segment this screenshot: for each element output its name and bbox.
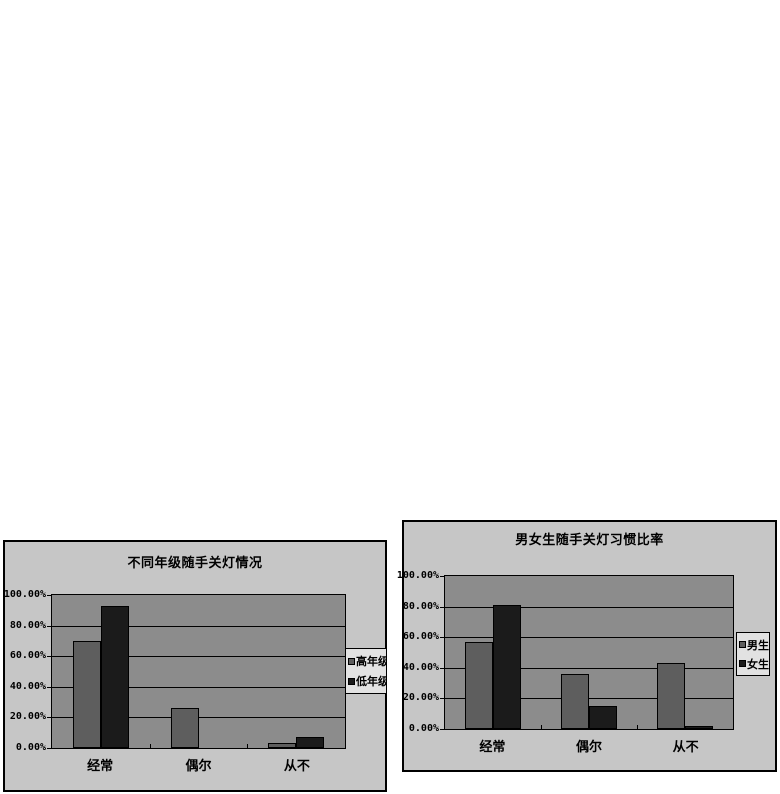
gridline-80 xyxy=(445,607,733,608)
category-label: 偶尔 xyxy=(185,759,212,774)
y-tick xyxy=(47,656,51,657)
bar-高年级-从不 xyxy=(268,743,296,748)
bar-女生-从不 xyxy=(685,726,713,729)
y-tick-label: 80.00% xyxy=(9,620,46,631)
gridline-60 xyxy=(52,656,345,657)
grade-comparison-chart: 不同年级随手关灯情况 100.00% 80.00% 60.00% 40.00% 20.0… xyxy=(3,540,387,792)
legend-item: 低年级 xyxy=(348,671,387,691)
plot-area xyxy=(51,594,346,749)
bar-女生-偶尔 xyxy=(589,706,617,729)
legend-label: 女生 xyxy=(747,657,769,671)
category-label: 从不 xyxy=(672,740,699,755)
y-tick-label: 80.00% xyxy=(402,601,439,612)
bar-男生-经常 xyxy=(465,642,493,729)
y-tick xyxy=(440,668,444,669)
category-label: 从不 xyxy=(283,759,310,774)
chart-title: 男女生随手关灯习惯比率 xyxy=(515,533,664,548)
category-tick xyxy=(637,725,638,729)
y-tick xyxy=(47,748,51,749)
legend-swatch-series2 xyxy=(348,677,355,685)
bar-低年级-经常 xyxy=(101,606,129,748)
x-axis-labels: 经常 偶尔 从不 xyxy=(51,755,346,774)
y-tick xyxy=(440,729,444,730)
legend-item: 高年级 xyxy=(348,651,387,671)
bar-高年级-偶尔 xyxy=(171,708,199,748)
y-tick xyxy=(47,717,51,718)
bar-低年级-从不 xyxy=(296,737,324,748)
y-tick-label: 100.00% xyxy=(396,570,439,581)
plot-area xyxy=(444,575,734,730)
y-tick xyxy=(47,626,51,627)
y-tick-label: 0.00% xyxy=(408,723,439,734)
y-tick-label: 40.00% xyxy=(402,662,439,673)
gridline-20 xyxy=(445,698,733,699)
bar-高年级-经常 xyxy=(73,641,101,748)
legend: 男生 女生 xyxy=(736,632,770,676)
gridline-80 xyxy=(52,626,345,627)
bar-女生-经常 xyxy=(493,605,521,729)
y-tick xyxy=(440,637,444,638)
y-tick xyxy=(47,687,51,688)
category-label: 经常 xyxy=(87,759,114,774)
y-tick xyxy=(440,576,444,577)
legend-swatch-series1 xyxy=(739,641,746,648)
category-label: 偶尔 xyxy=(576,740,603,755)
y-axis-labels: 100.00% 80.00% 60.00% 40.00% 20.00% 0.00% xyxy=(397,570,439,734)
y-tick xyxy=(47,595,51,596)
bar-男生-从不 xyxy=(657,663,685,729)
category-label: 经常 xyxy=(479,740,506,755)
y-tick-label: 100.00% xyxy=(3,589,46,600)
y-tick-label: 20.00% xyxy=(402,692,439,703)
legend-label: 男生 xyxy=(747,638,769,652)
y-axis-labels: 100.00% 80.00% 60.00% 40.00% 20.00% 0.00% xyxy=(4,589,46,753)
chart-title: 不同年级随手关灯情况 xyxy=(127,556,263,571)
legend-label: 高年级 xyxy=(356,655,387,668)
y-tick-label: 60.00% xyxy=(9,650,46,661)
bar-男生-偶尔 xyxy=(561,674,589,729)
legend-label: 低年级 xyxy=(356,675,387,688)
gridline-40 xyxy=(52,687,345,688)
legend-swatch-series1 xyxy=(348,657,355,665)
legend-item: 女生 xyxy=(739,654,769,673)
y-tick xyxy=(440,607,444,608)
y-tick-label: 60.00% xyxy=(402,631,439,642)
y-tick xyxy=(440,698,444,699)
gridline-60 xyxy=(445,637,733,638)
category-tick xyxy=(247,744,248,748)
category-tick xyxy=(150,744,151,748)
legend-item: 男生 xyxy=(739,635,769,654)
legend-swatch-series2 xyxy=(739,660,746,667)
y-tick-label: 0.00% xyxy=(15,742,46,753)
gender-comparison-chart: 男女生随手关灯习惯比率 100.00% 80.00% 60.00% 40.00% 20.… xyxy=(397,520,777,772)
y-tick-label: 40.00% xyxy=(9,681,46,692)
legend: 高年级 低年级 xyxy=(345,648,387,694)
category-tick xyxy=(541,725,542,729)
gridline-40 xyxy=(445,668,733,669)
y-tick-label: 20.00% xyxy=(9,711,46,722)
x-axis-labels: 经常 偶尔 从不 xyxy=(444,736,734,755)
